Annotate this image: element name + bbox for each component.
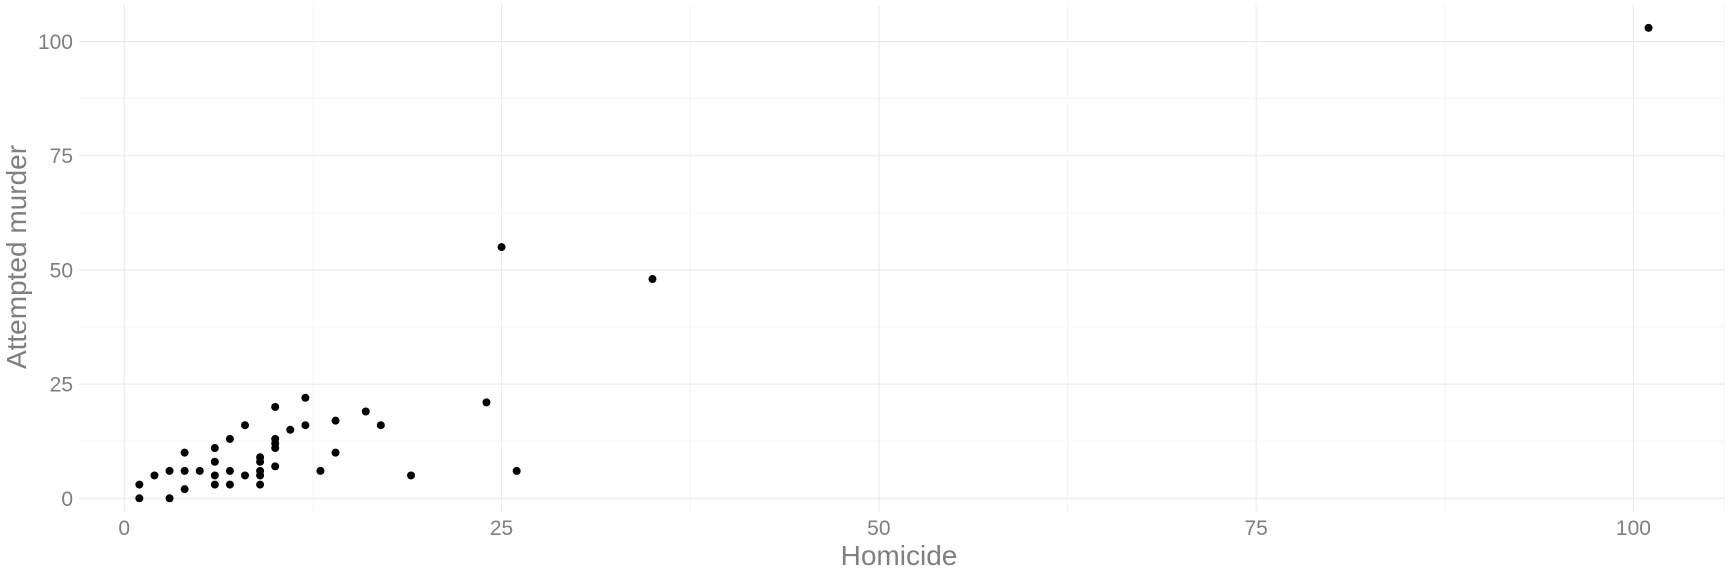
x-tick-label: 0 [118,517,130,540]
data-point [331,448,340,457]
data-point [210,444,219,453]
data-point [165,466,174,475]
data-point [241,471,250,480]
data-point [301,393,310,402]
data-point [512,466,521,475]
data-point [135,480,144,489]
data-point [210,457,219,466]
data-point [331,416,340,425]
data-point [316,466,325,475]
data-point [225,480,234,489]
data-point [271,462,280,471]
data-point [256,466,265,475]
x-axis-title: Homicide [841,540,958,571]
data-point [271,402,280,411]
data-points [135,23,1653,503]
data-point [376,421,385,430]
data-point [271,434,280,443]
data-point [150,471,159,480]
data-point [241,421,250,430]
data-point [165,494,174,503]
data-point [407,471,416,480]
data-point [180,485,189,494]
data-point [648,275,657,284]
data-point [286,425,295,434]
y-axis-title: Attempted murder [1,145,32,369]
data-point [225,466,234,475]
data-point [301,421,310,430]
y-tick-label: 75 [50,145,73,168]
data-point [210,471,219,480]
grid [79,5,1725,512]
data-point [225,434,234,443]
data-point [256,480,265,489]
data-point [361,407,370,416]
data-point [1644,23,1653,32]
y-tick-label: 25 [50,374,73,397]
data-point [180,448,189,457]
x-tick-label: 100 [1616,517,1651,540]
data-point [210,480,219,489]
data-point [256,453,265,462]
x-tick-label: 75 [1244,517,1267,540]
x-tick-label: 25 [490,517,513,540]
y-tick-label: 100 [38,31,73,54]
data-point [497,243,506,252]
data-point [195,466,204,475]
x-tick-label: 50 [867,517,890,540]
data-point [180,466,189,475]
y-tick-label: 0 [61,488,73,511]
data-point [135,494,144,503]
data-point [482,398,491,407]
y-tick-label: 50 [50,259,73,282]
x-axis-ticks: 0 25 50 75 100 [118,517,1651,540]
y-axis-ticks: 0 25 50 75 100 [38,31,73,511]
